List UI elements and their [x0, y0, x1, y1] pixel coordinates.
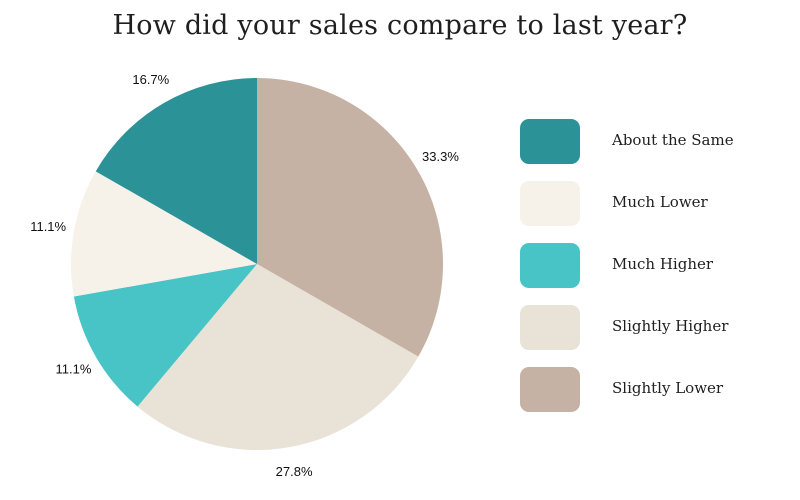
legend-label: Slightly Higher — [612, 317, 729, 335]
legend-swatch — [520, 243, 580, 288]
chart-title: How did your sales compare to last year? — [112, 10, 688, 41]
legend-item-much-lower: Much Lower — [520, 181, 790, 226]
pie-slice-much-higher — [73, 264, 257, 407]
legend-item-slightly-higher: Slightly Higher — [520, 305, 790, 350]
legend-label: Much Lower — [612, 193, 708, 211]
slice-label-slightly-higher: 27.8% — [276, 464, 313, 479]
slice-label-slightly-lower: 33.3% — [422, 149, 459, 164]
legend-swatch — [520, 119, 580, 164]
slice-label-about-the-same: 16.7% — [132, 72, 169, 87]
chart-legend: About the Same Much Lower Much Higher Sl… — [520, 119, 790, 429]
legend-label: Much Higher — [612, 255, 714, 273]
legend-label: About the Same — [612, 131, 734, 149]
legend-item-much-higher: Much Higher — [520, 243, 790, 288]
slice-label-much-higher: 11.1% — [56, 362, 92, 377]
pie-slice-slightly-lower — [257, 78, 443, 357]
pie-slice-much-lower — [71, 171, 257, 297]
legend-item-about-the-same: About the Same — [520, 119, 790, 164]
legend-item-slightly-lower: Slightly Lower — [520, 367, 790, 412]
slice-label-much-lower: 11.1% — [30, 219, 66, 234]
legend-label: Slightly Lower — [612, 379, 724, 397]
pie-slice-about-the-same — [95, 77, 257, 264]
legend-swatch — [520, 305, 580, 350]
legend-swatch — [520, 181, 580, 226]
pie-slice-slightly-higher — [137, 264, 419, 450]
legend-swatch — [520, 367, 580, 412]
